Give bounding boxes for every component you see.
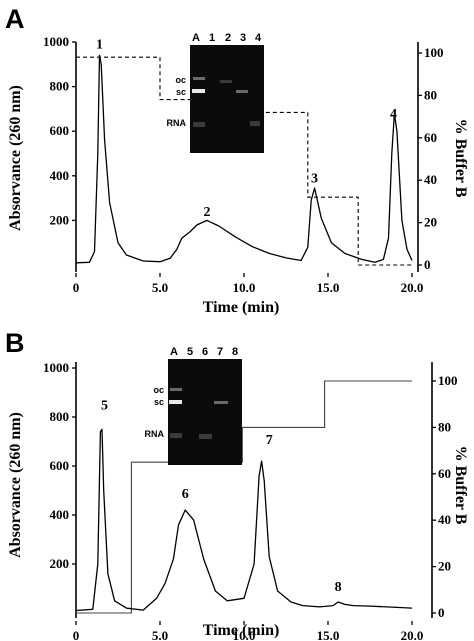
peak-label-2: 2 bbox=[204, 205, 211, 220]
panel-a-peak-labels: 1 2 3 4 bbox=[96, 38, 397, 220]
x-tick-label: 10.0 bbox=[233, 628, 256, 641]
peak-label-7: 7 bbox=[266, 433, 273, 448]
x-tick-label: 0 bbox=[73, 280, 80, 295]
gel-a-band-lane4-rna bbox=[250, 121, 260, 126]
x-tick-label: 5.0 bbox=[152, 628, 168, 641]
peak-label-3: 3 bbox=[311, 171, 318, 186]
y-tick-label: 200 bbox=[50, 556, 70, 571]
y-tick-label: 600 bbox=[50, 458, 70, 473]
panel-b-peak-labels: 5 6 7 8 bbox=[101, 399, 342, 595]
y2-tick-label: 80 bbox=[424, 87, 437, 102]
gel-lane-label: 5 bbox=[187, 346, 193, 358]
panel-a-y2-ticks: 0 20 40 60 80 100 bbox=[418, 45, 444, 272]
y2-tick-label: 20 bbox=[438, 559, 451, 574]
y2-tick-label: 60 bbox=[438, 466, 451, 481]
y2-tick-label: 40 bbox=[424, 172, 437, 187]
y2-tick-label: 100 bbox=[424, 45, 444, 60]
gel-a-band-ladder-rna bbox=[193, 122, 205, 127]
x-tick-label: 15.0 bbox=[317, 280, 340, 295]
panel-a-letter: A bbox=[5, 4, 25, 34]
peak-label-4: 4 bbox=[390, 107, 397, 122]
y-tick-label: 800 bbox=[50, 409, 70, 424]
panel-b: B Absorvance (260 nm) % Buffer B Time (m… bbox=[5, 328, 469, 641]
panel-a-left-axis-title: Absorvance (260 nm) bbox=[7, 85, 24, 231]
peak-label-5: 5 bbox=[101, 399, 108, 414]
panel-b-absorbance-line bbox=[75, 428, 413, 612]
panel-a-right-axis-title: % Buffer B bbox=[452, 119, 469, 198]
gel-a-oc-label: oc bbox=[175, 75, 186, 85]
panel-a-x-ticks: 0 5.0 10.0 15.0 20.0 bbox=[73, 273, 424, 295]
gel-b-band-ladder-rna bbox=[170, 433, 182, 438]
y2-tick-label: 0 bbox=[424, 257, 431, 272]
gel-lane-label: 8 bbox=[232, 346, 238, 358]
gel-b-rna-label: RNA bbox=[145, 429, 165, 439]
gel-b-band-lane6-rna bbox=[199, 434, 212, 439]
gel-a-sc-label: sc bbox=[176, 87, 186, 97]
gel-a-rna-label: RNA bbox=[167, 118, 187, 128]
y2-tick-label: 80 bbox=[438, 419, 451, 434]
y-tick-label: 1000 bbox=[43, 360, 69, 375]
gel-lane-label: A bbox=[170, 346, 178, 358]
panel-a-x-axis-title: Time (min) bbox=[203, 299, 280, 316]
panel-b-y2-ticks: 0 20 40 60 80 100 bbox=[432, 373, 458, 620]
gel-lane-label: 7 bbox=[217, 346, 223, 358]
panel-a-buffer-b-line bbox=[76, 56, 412, 266]
gel-lane-label: 3 bbox=[240, 32, 246, 44]
x-tick-label: 5.0 bbox=[152, 280, 168, 295]
y-tick-label: 200 bbox=[50, 212, 70, 227]
peak-label-8: 8 bbox=[335, 580, 342, 595]
gel-a-band-lane3-sc bbox=[236, 90, 248, 93]
y2-tick-label: 60 bbox=[424, 130, 437, 145]
panel-b-letter: B bbox=[5, 328, 25, 358]
x-tick-label: 15.0 bbox=[317, 628, 340, 641]
panel-b-right-axis-title: % Buffer B bbox=[452, 446, 469, 525]
panel-a-y-ticks: 200 400 600 800 1000 bbox=[43, 34, 76, 227]
x-tick-label: 20.0 bbox=[401, 280, 424, 295]
gel-a-band-ladder-oc bbox=[193, 77, 205, 80]
panel-b-left-axis-title: Absorvance (260 nm) bbox=[7, 412, 24, 558]
y-tick-label: 400 bbox=[50, 507, 70, 522]
panel-b-gel-image bbox=[168, 359, 242, 465]
panel-b-y-ticks: 200 400 600 800 1000 bbox=[43, 360, 76, 571]
panel-b-x-ticks: 0 5.0 10.0 15.0 20.0 bbox=[73, 621, 424, 641]
x-tick-label: 10.0 bbox=[233, 280, 256, 295]
gel-b-band-ladder-oc bbox=[170, 388, 182, 391]
peak-label-1: 1 bbox=[96, 38, 103, 53]
gel-b-oc-label: oc bbox=[153, 385, 164, 395]
y-tick-label: 400 bbox=[50, 168, 70, 183]
gel-b-band-ladder-sc bbox=[169, 400, 182, 404]
panel-a-absorbance-line bbox=[75, 54, 413, 264]
panel-a: A Absorvance (260 nm) % Buffer B Time (m… bbox=[5, 4, 469, 316]
gel-lane-label: A bbox=[192, 32, 200, 44]
gel-b-band-lane7-sc bbox=[214, 401, 228, 404]
y2-tick-label: 100 bbox=[438, 373, 458, 388]
y2-tick-label: 0 bbox=[438, 605, 445, 620]
gel-a-band-lane2 bbox=[220, 80, 232, 83]
y2-tick-label: 20 bbox=[424, 215, 437, 230]
y-tick-label: 600 bbox=[50, 123, 70, 138]
x-tick-label: 0 bbox=[73, 628, 80, 641]
x-tick-label: 20.0 bbox=[401, 628, 424, 641]
y-tick-label: 1000 bbox=[43, 34, 69, 49]
gel-b-sc-label: sc bbox=[154, 397, 164, 407]
gel-lane-label: 1 bbox=[209, 32, 215, 44]
gel-a-band-ladder-sc bbox=[192, 89, 205, 93]
panel-b-buffer-b-line bbox=[76, 380, 412, 614]
y2-tick-label: 40 bbox=[438, 512, 451, 527]
panel-a-gel-image bbox=[190, 45, 264, 153]
gel-lane-label: 2 bbox=[225, 32, 231, 44]
peak-label-6: 6 bbox=[182, 487, 189, 502]
gel-lane-label: 4 bbox=[255, 32, 262, 44]
panel-b-x-axis-title: Time (min) bbox=[203, 622, 280, 639]
gel-lane-label: 6 bbox=[202, 346, 208, 358]
y-tick-label: 800 bbox=[50, 79, 70, 94]
